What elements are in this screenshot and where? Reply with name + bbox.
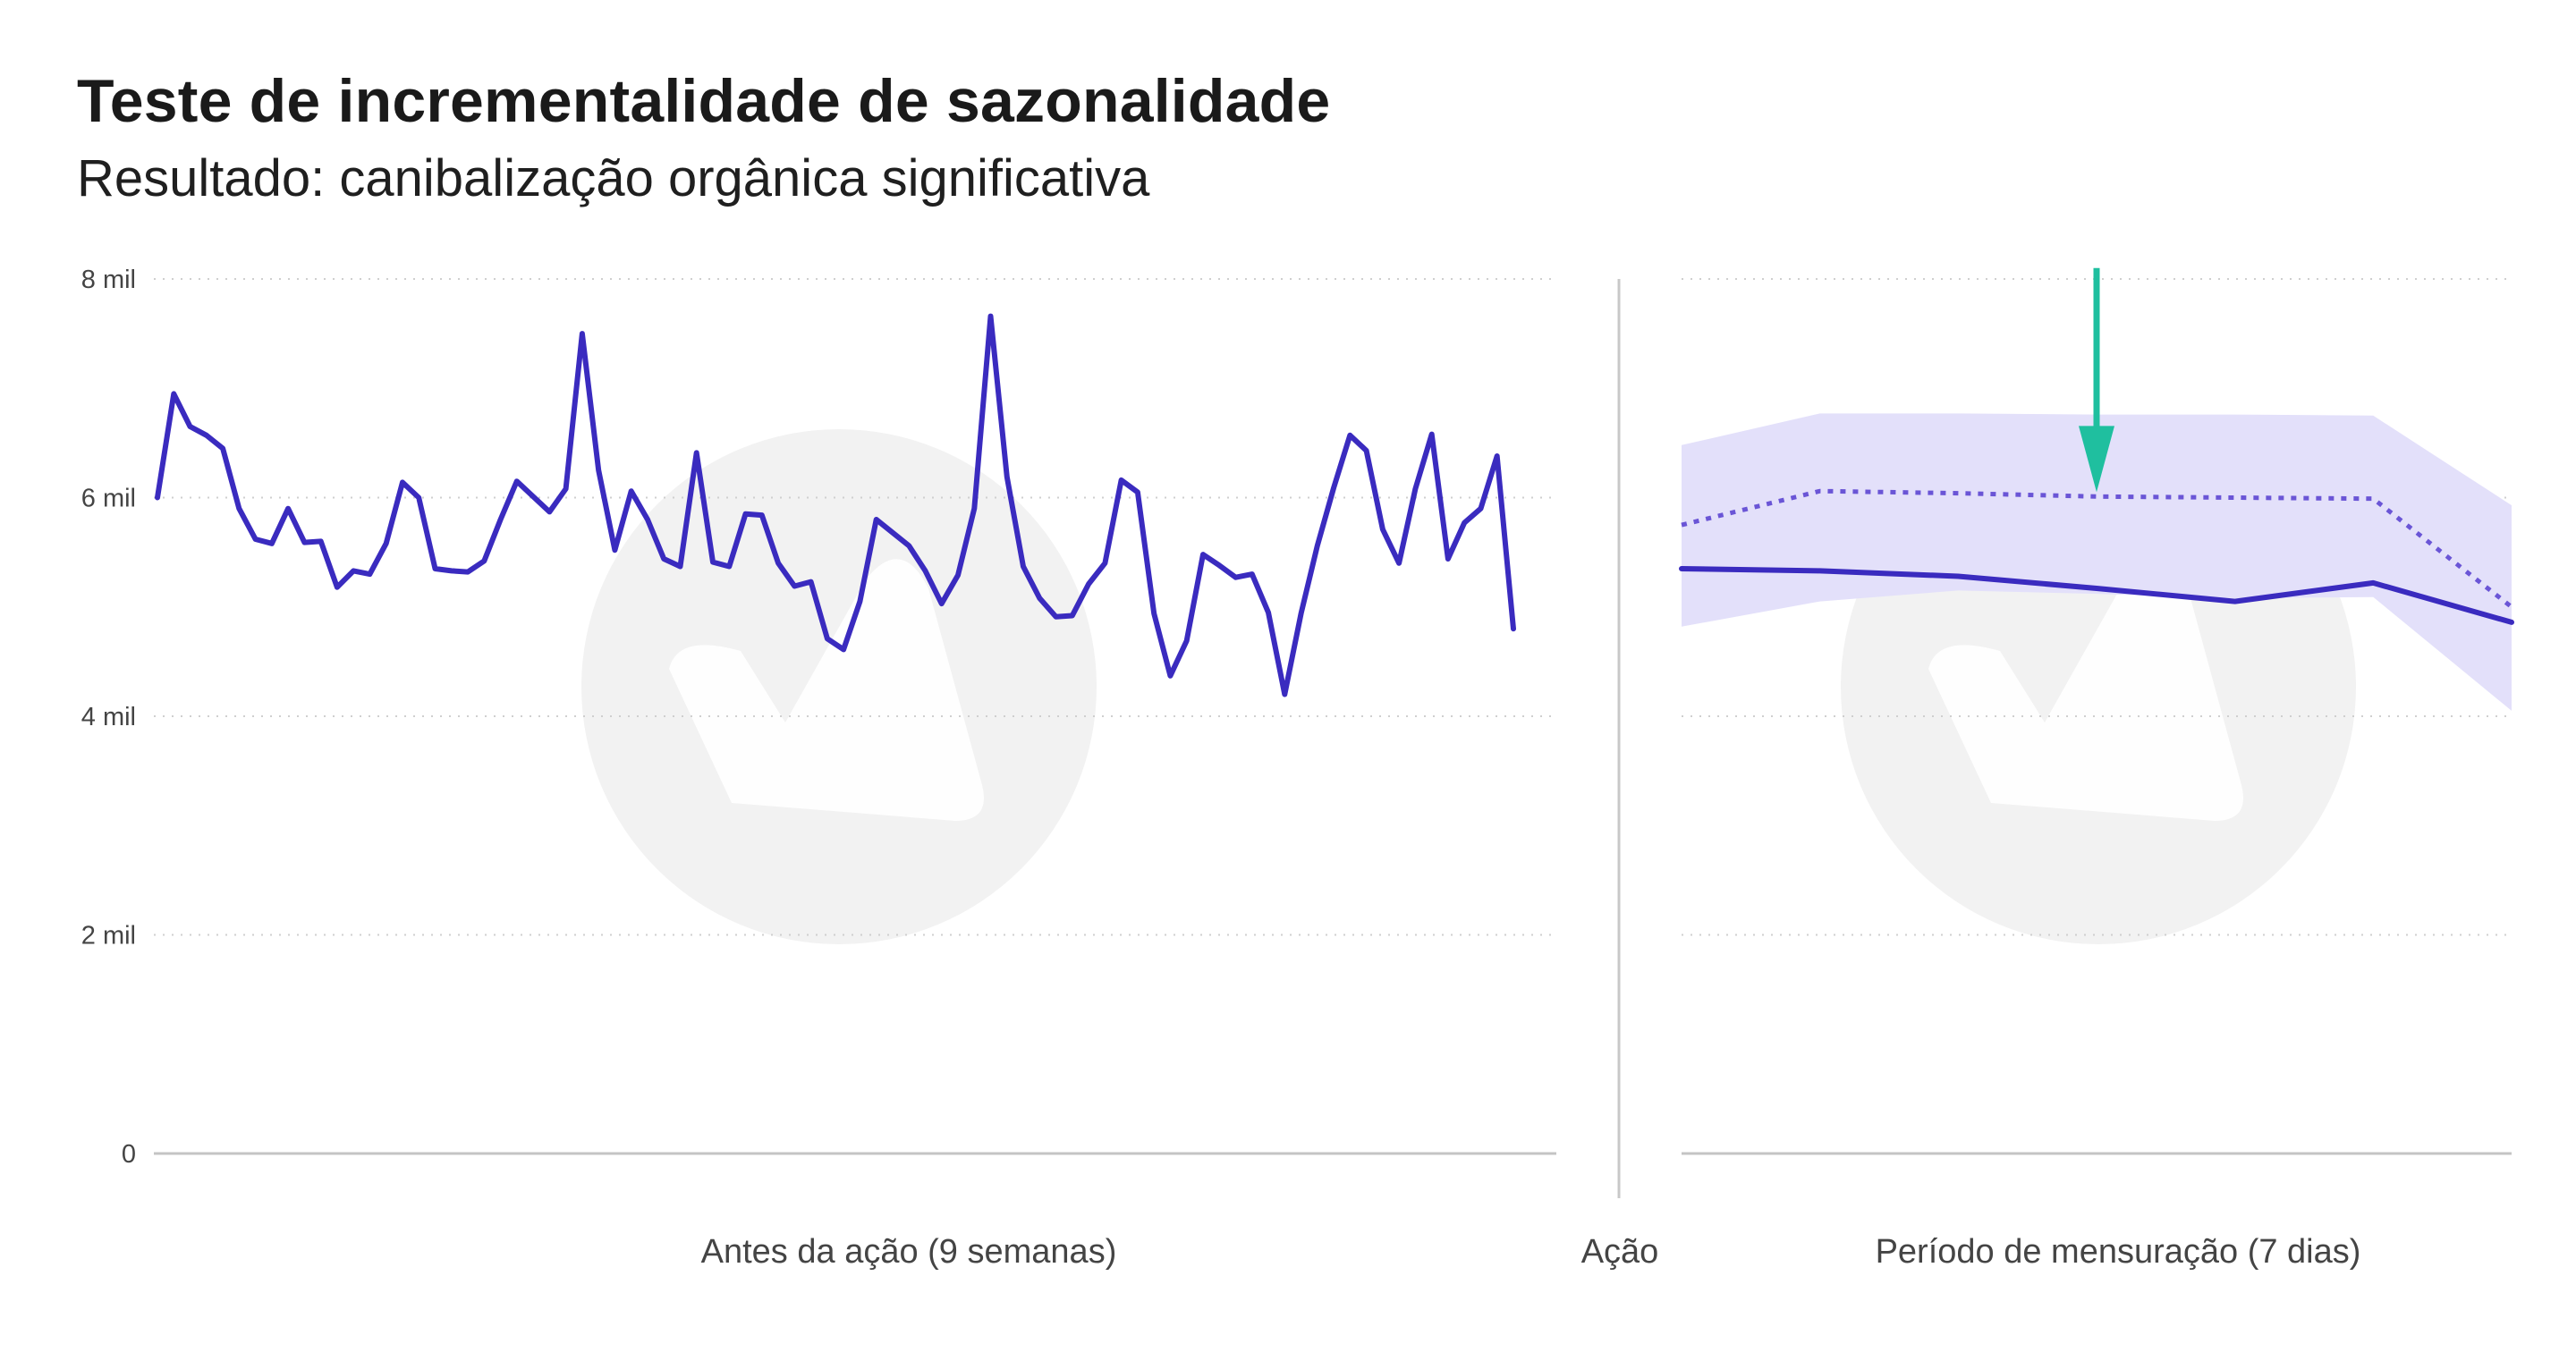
x-label-action: Ação [1581, 1233, 1659, 1271]
grid [154, 278, 2512, 1198]
confidence-band [1682, 413, 2512, 711]
x-label-after: Período de mensuração (7 dias) [1876, 1233, 2361, 1271]
y-tick-label: 2 mil [81, 922, 136, 951]
y-axis: 0 2 mil 4 mil 6 mil 8 mil [81, 266, 136, 1169]
watermark-logo [581, 429, 1097, 944]
plot-area [155, 267, 2514, 711]
annotation-arrow [2079, 267, 2114, 493]
series-actual-line [1679, 566, 2514, 625]
x-axis-labels: Antes da ação (9 semanas) Ação Período de … [701, 1233, 2361, 1271]
series-before-action-line [155, 313, 1516, 697]
y-tick-label: 8 mil [81, 266, 136, 294]
x-label-before: Antes da ação (9 semanas) [701, 1233, 1117, 1271]
y-tick-label: 6 mil [81, 485, 136, 513]
y-tick-label: 0 [122, 1140, 136, 1169]
chart-title: Teste de incrementalidade de sazonalidad… [77, 67, 1331, 135]
y-tick-label: 4 mil [81, 703, 136, 731]
series-forecast-line [1681, 488, 2513, 609]
chart-subtitle: Resultado: canibalização orgânica signif… [77, 149, 1150, 207]
